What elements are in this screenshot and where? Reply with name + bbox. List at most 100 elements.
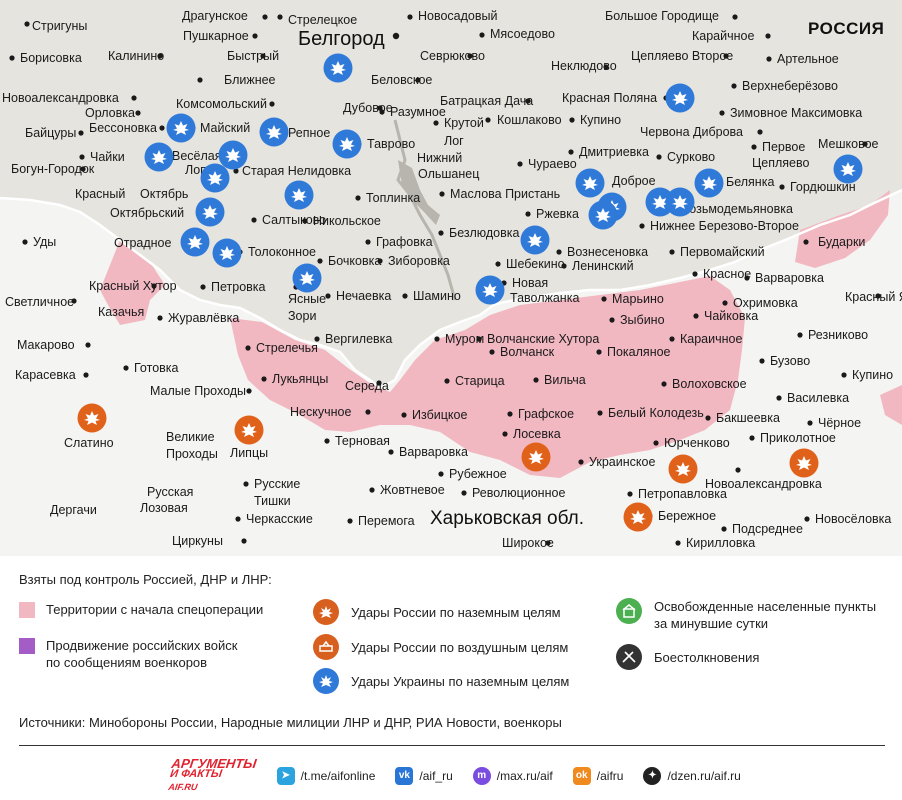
ukraine-strike-marker bbox=[212, 238, 242, 268]
settlement-label: Волчанские Хутора bbox=[487, 332, 599, 346]
settlement-label: Старая Нелидовка bbox=[242, 164, 351, 178]
ukraine-strike-marker bbox=[833, 154, 863, 184]
social-dzen[interactable]: ✦ /dzen.ru/aif.ru bbox=[643, 766, 741, 785]
settlement-dot bbox=[476, 336, 482, 342]
settlement-dot bbox=[609, 317, 615, 323]
region-label: Харьковская обл. bbox=[430, 508, 584, 529]
social-max[interactable]: m /max.ru/aif bbox=[472, 766, 553, 785]
settlement-dot bbox=[83, 372, 89, 378]
settlement-dot bbox=[123, 365, 129, 371]
settlement-dot bbox=[759, 358, 765, 364]
ukraine-strike-marker bbox=[475, 275, 505, 305]
settlement-dot bbox=[252, 33, 258, 39]
settlement-dot bbox=[467, 53, 473, 59]
settlement-label: Никольское bbox=[313, 214, 381, 228]
settlement-dot bbox=[241, 538, 247, 544]
settlement-label: Кошлаково bbox=[497, 113, 562, 127]
settlement-dot bbox=[233, 168, 239, 174]
russia-strike-marker bbox=[521, 442, 551, 472]
settlement-label: Стригуны bbox=[32, 19, 87, 33]
settlement-label: Купино bbox=[852, 368, 893, 382]
settlement-label: Русская bbox=[147, 485, 193, 499]
settlement-label: Чайковка bbox=[704, 309, 758, 323]
social-telegram[interactable]: ➤ /t.me/aifonline bbox=[276, 766, 375, 785]
settlement-dot bbox=[157, 53, 163, 59]
settlement-dot bbox=[246, 388, 252, 394]
settlement-dot bbox=[325, 293, 331, 299]
settlement-dot bbox=[776, 395, 782, 401]
settlement-dot bbox=[245, 345, 251, 351]
settlement-label: Пушкарное bbox=[183, 29, 249, 43]
settlement-label: Белый Колодезь bbox=[608, 406, 704, 420]
settlement-label: Уды bbox=[33, 235, 56, 249]
ukraine-strike-marker bbox=[332, 129, 362, 159]
settlement-dot bbox=[517, 161, 523, 167]
settlement-label: Резниково bbox=[808, 328, 868, 342]
settlement-label: Казачья bbox=[98, 305, 144, 319]
settlement-dot bbox=[135, 110, 141, 116]
settlement-dot bbox=[151, 283, 157, 289]
settlement-label: Мясоедово bbox=[490, 27, 555, 41]
ukraine-strike-marker bbox=[575, 168, 605, 198]
settlement-dot bbox=[525, 98, 531, 104]
settlement-dot bbox=[556, 249, 562, 255]
settlement-label: Цепляево Второе bbox=[631, 49, 733, 63]
settlement-label: Маслова Пристань bbox=[450, 187, 560, 201]
settlement-dot bbox=[766, 56, 772, 62]
settlement-dot bbox=[407, 14, 413, 20]
settlement-dot bbox=[797, 332, 803, 338]
settlement-dot bbox=[601, 296, 607, 302]
settlement-label: Графовка bbox=[376, 235, 433, 249]
settlement-dot bbox=[705, 415, 711, 421]
settlement-dot bbox=[277, 14, 283, 20]
settlement-label: Нескучное bbox=[290, 405, 351, 419]
settlement-dot bbox=[377, 258, 383, 264]
settlement-dot bbox=[732, 14, 738, 20]
settlement-dot bbox=[693, 313, 699, 319]
reservoir bbox=[398, 160, 440, 225]
social-vk[interactable]: vk /aif_ru bbox=[395, 766, 453, 785]
max-icon: m bbox=[472, 766, 491, 785]
ukraine-strike-marker bbox=[520, 225, 550, 255]
logo-line3: AIF.RU bbox=[167, 782, 199, 792]
settlement-dot bbox=[603, 64, 609, 70]
settlement-label: Волчанск bbox=[500, 345, 555, 359]
settlement-label: Карайчное bbox=[692, 29, 754, 43]
settlement-label: Салтыково bbox=[262, 213, 326, 227]
settlement-label: Красное bbox=[703, 267, 751, 281]
settlement-dot bbox=[365, 239, 371, 245]
settlement-label: Светличное bbox=[5, 295, 74, 309]
settlement-dot bbox=[803, 239, 809, 245]
settlement-label: Майский bbox=[200, 121, 250, 135]
settlement-label: Подсреднее bbox=[732, 522, 803, 536]
settlement-dot bbox=[751, 144, 757, 150]
russia-strike-marker bbox=[234, 415, 264, 445]
settlement-label: Большое Городище bbox=[605, 9, 719, 23]
settlement-label: Бессоновка bbox=[89, 121, 157, 135]
divider bbox=[19, 745, 885, 746]
settlement-dot bbox=[479, 32, 485, 38]
settlement-dot bbox=[260, 53, 266, 59]
legend-ukraine-ground-label: Удары Украины по наземным целям bbox=[351, 673, 570, 689]
settlement-dot bbox=[197, 77, 203, 83]
social-ok[interactable]: ok /aifru bbox=[572, 766, 623, 785]
settlement-label: Малые Проходы bbox=[150, 384, 246, 398]
settlement-dot bbox=[24, 21, 30, 27]
settlement-dot bbox=[757, 129, 763, 135]
russia-air-strike-icon bbox=[313, 634, 339, 660]
legend: Взяты под контроль Россией, ДНР и ЛНР: Т… bbox=[0, 556, 902, 800]
ukraine-strike-marker bbox=[665, 187, 695, 217]
settlement-label: Бережное bbox=[658, 509, 716, 523]
settlement-label: Борисовка bbox=[20, 51, 82, 65]
settlement-label: Калинино bbox=[108, 49, 164, 63]
legend-russia-ground: Удары России по наземным целям bbox=[313, 599, 561, 625]
settlement-dot bbox=[235, 516, 241, 522]
settlement-label: Юрченково bbox=[664, 436, 730, 450]
telegram-icon: ➤ bbox=[276, 766, 295, 785]
social-max-text: /max.ru/aif bbox=[496, 768, 553, 783]
settlement-label: Широкое bbox=[502, 536, 554, 550]
settlement-label: Новосёловка bbox=[815, 512, 891, 526]
settlement-label: Бударки bbox=[818, 235, 865, 249]
settlement-label: Крутой bbox=[444, 116, 484, 130]
ukraine-strike-marker bbox=[645, 187, 675, 217]
